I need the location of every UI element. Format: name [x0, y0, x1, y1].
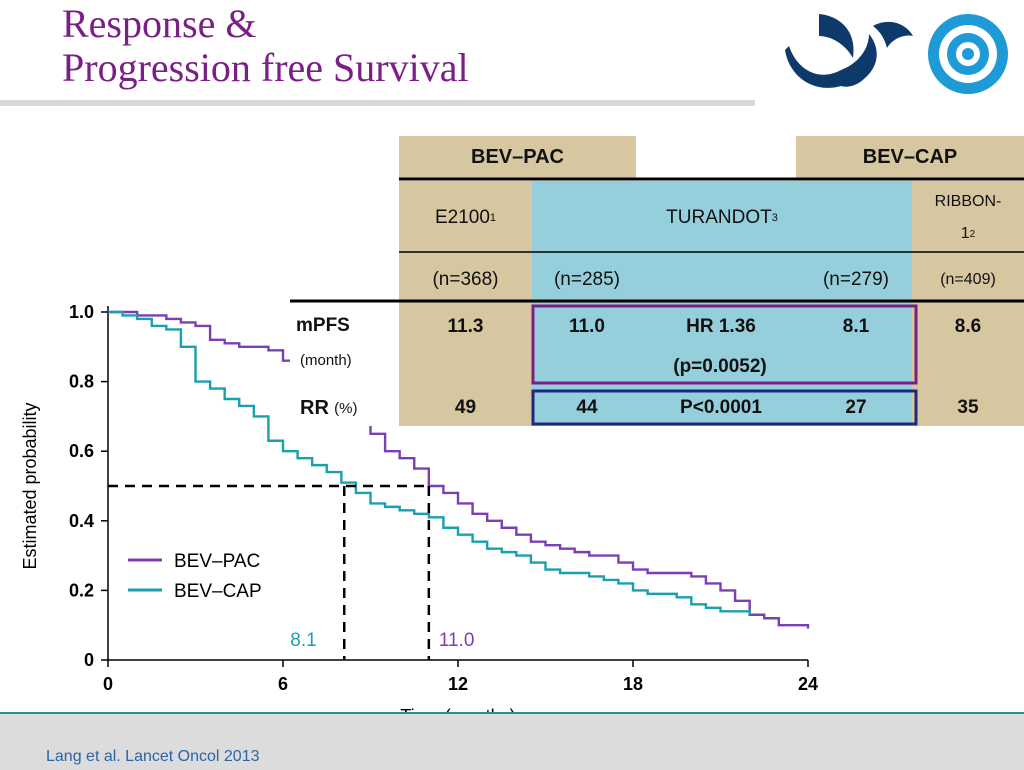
title-line-2: Progression free Survival — [62, 45, 469, 90]
trial-turandot: TURANDOT 3 — [532, 196, 912, 240]
y-tick-label: 0.4 — [69, 511, 94, 531]
rr-ribbon: 35 — [957, 397, 979, 418]
x-tick-label: 6 — [278, 674, 288, 694]
x-tick-label: 18 — [623, 674, 643, 694]
trial-e2100: E2100 1 — [399, 196, 532, 240]
n-turandot-pac: (n=285) — [553, 269, 621, 290]
rr-e2100: 49 — [454, 397, 477, 418]
mpfs-label: mPFS — [296, 315, 350, 336]
chart-legend: BEV–PAC BEV–CAP — [128, 551, 262, 602]
rr-p-value: P<0.0001 — [680, 397, 762, 418]
mpfs-p-value: (p=0.0052) — [673, 356, 767, 377]
title-divider — [0, 100, 755, 106]
mpfs-unit: (month) — [300, 351, 352, 369]
citation: Lang et al. Lancet Oncol 2013 — [46, 748, 260, 765]
km-curve-pac — [108, 310, 810, 629]
trial-ribbon-line1: RIBBON- — [934, 193, 1002, 210]
rr-turandot-cap: 27 — [845, 397, 867, 418]
mpfs-ribbon: 8.6 — [954, 316, 982, 337]
rr-highlight-box — [531, 389, 918, 426]
mpfs-e2100: 11.3 — [447, 316, 484, 337]
km-curve-cap — [108, 310, 751, 615]
rr-unit: (%) — [334, 399, 358, 417]
n-e2100: (n=368) — [432, 269, 499, 290]
title-line-1: Response & — [62, 1, 257, 46]
mpfs-turandot-cap: 8.1 — [842, 316, 870, 337]
mpfs-hazard-ratio: HR 1.36 — [686, 316, 756, 337]
trial-e2100-name: E2100 — [434, 207, 490, 228]
slide-title: Response & Progression free Survival — [62, 2, 469, 90]
annotation-cap: 8.1 — [290, 630, 316, 651]
chart-curves — [108, 310, 810, 629]
footer-bar: Lang et al. Lancet Oncol 2013 — [0, 712, 1024, 770]
x-tick-label: 12 — [448, 674, 468, 694]
mpfs-highlight-box — [531, 304, 918, 385]
y-tick-label: 0.8 — [69, 372, 94, 392]
mpfs-turandot-pac: 11.0 — [569, 316, 605, 337]
x-tick-label: 0 — [103, 674, 113, 694]
rr-row-label: RR (%) — [300, 393, 390, 423]
trial-turandot-ref: 3 — [771, 212, 778, 224]
legend-label-pac: BEV–PAC — [174, 551, 260, 572]
y-tick-label: 0 — [84, 650, 94, 670]
annotation-pac: 11.0 — [439, 630, 475, 651]
trial-turandot-name: TURANDOT — [666, 207, 772, 228]
y-tick-label: 1.0 — [69, 302, 94, 322]
trial-e2100-ref: 1 — [489, 212, 497, 224]
rr-label: RR — [300, 396, 329, 419]
n-turandot-cap: (n=279) — [822, 269, 890, 290]
rr-turandot-pac: 44 — [576, 397, 598, 418]
logo-icon — [785, 14, 1008, 94]
y-tick-label: 0.2 — [69, 580, 94, 600]
header-bev-cap: BEV–CAP — [862, 145, 958, 168]
legend-label-cap: BEV–CAP — [174, 581, 262, 602]
chart-axes: 0 6 12 18 24 0 0.2 0.4 0.6 0.8 1.0 — [69, 302, 818, 694]
results-table-bg — [290, 136, 1024, 426]
n-ribbon: (n=409) — [940, 271, 996, 288]
header-bev-pac: BEV–PAC — [471, 145, 564, 168]
trial-ribbon-ref: 2 — [969, 228, 976, 240]
trial-ribbon-num: 1 — [960, 225, 970, 242]
x-tick-label: 24 — [798, 674, 818, 694]
y-axis-label: Estimated probability — [20, 402, 40, 569]
y-tick-label: 0.6 — [69, 441, 94, 461]
